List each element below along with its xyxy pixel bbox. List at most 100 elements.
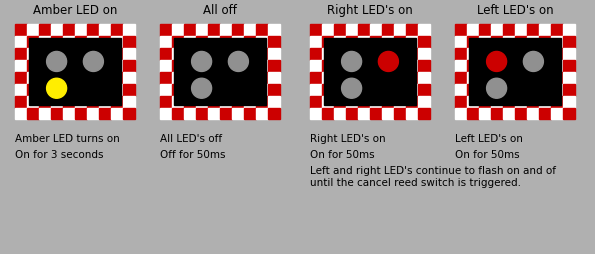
Bar	[256, 73, 268, 85]
Bar	[39, 108, 51, 120]
Bar	[15, 61, 27, 73]
Bar	[394, 108, 406, 120]
Bar	[15, 73, 27, 85]
Bar	[256, 49, 268, 61]
Bar	[232, 108, 244, 120]
Bar	[51, 85, 63, 97]
Bar	[346, 108, 358, 120]
Bar	[382, 61, 394, 73]
Bar	[563, 73, 575, 85]
Bar	[123, 97, 135, 108]
Bar	[99, 25, 111, 37]
Bar	[244, 85, 256, 97]
Bar	[563, 49, 575, 61]
Circle shape	[342, 52, 362, 72]
Bar	[563, 37, 575, 49]
Bar	[63, 97, 75, 108]
Bar	[27, 49, 39, 61]
Bar	[322, 61, 334, 73]
Bar	[527, 25, 539, 37]
Bar	[208, 25, 220, 37]
Bar	[174, 39, 266, 106]
Bar	[322, 97, 334, 108]
Bar	[551, 97, 563, 108]
Text: Right LED's on: Right LED's on	[310, 133, 386, 144]
Bar	[418, 37, 430, 49]
Bar	[87, 49, 99, 61]
Bar	[268, 49, 280, 61]
Bar	[63, 73, 75, 85]
Bar	[551, 37, 563, 49]
Bar	[256, 25, 268, 37]
Bar	[27, 25, 39, 37]
Bar	[220, 49, 232, 61]
Bar	[539, 108, 551, 120]
Text: Off for 50ms: Off for 50ms	[160, 149, 226, 159]
Bar	[196, 108, 208, 120]
Bar	[515, 73, 527, 85]
Bar	[75, 37, 87, 49]
Bar	[111, 108, 123, 120]
Bar	[346, 49, 358, 61]
Bar	[527, 108, 539, 120]
Bar	[370, 108, 382, 120]
Bar	[268, 97, 280, 108]
Text: Left LED's on: Left LED's on	[477, 4, 553, 17]
Bar	[346, 25, 358, 37]
Bar	[111, 37, 123, 49]
Bar	[111, 85, 123, 97]
Bar	[111, 73, 123, 85]
Bar	[87, 25, 99, 37]
Bar	[394, 37, 406, 49]
Bar	[418, 61, 430, 73]
Bar	[172, 85, 184, 97]
Bar	[172, 97, 184, 108]
Bar	[467, 37, 479, 49]
Text: Left and right LED's continue to flash on and of
until the cancel reed switch is: Left and right LED's continue to flash o…	[310, 165, 556, 187]
Bar	[563, 61, 575, 73]
Bar	[232, 49, 244, 61]
Bar	[87, 37, 99, 49]
Bar	[244, 49, 256, 61]
Circle shape	[192, 52, 212, 72]
Bar	[15, 108, 27, 120]
Bar	[346, 37, 358, 49]
Bar	[244, 25, 256, 37]
Bar	[29, 39, 121, 106]
Bar	[515, 108, 527, 120]
Bar	[418, 49, 430, 61]
Bar	[220, 73, 232, 85]
Bar	[479, 97, 491, 108]
Bar	[334, 85, 346, 97]
Bar	[551, 49, 563, 61]
Bar	[196, 85, 208, 97]
Bar	[394, 49, 406, 61]
Bar	[346, 85, 358, 97]
Text: All LED's off: All LED's off	[160, 133, 222, 144]
Bar	[503, 49, 515, 61]
Bar	[467, 108, 479, 120]
Bar	[244, 73, 256, 85]
Bar	[256, 97, 268, 108]
Bar	[123, 49, 135, 61]
Bar	[406, 73, 418, 85]
Bar	[418, 73, 430, 85]
Bar	[123, 61, 135, 73]
Bar	[39, 61, 51, 73]
Bar	[39, 85, 51, 97]
Bar	[551, 25, 563, 37]
Bar	[172, 25, 184, 37]
Bar	[232, 85, 244, 97]
Bar	[15, 85, 27, 97]
Bar	[99, 37, 111, 49]
Bar	[527, 73, 539, 85]
Bar	[232, 37, 244, 49]
Circle shape	[46, 79, 67, 99]
Bar	[123, 25, 135, 37]
Bar	[551, 85, 563, 97]
Bar	[310, 108, 322, 120]
Bar	[111, 25, 123, 37]
Bar	[539, 25, 551, 37]
Bar	[467, 85, 479, 97]
Bar	[382, 49, 394, 61]
